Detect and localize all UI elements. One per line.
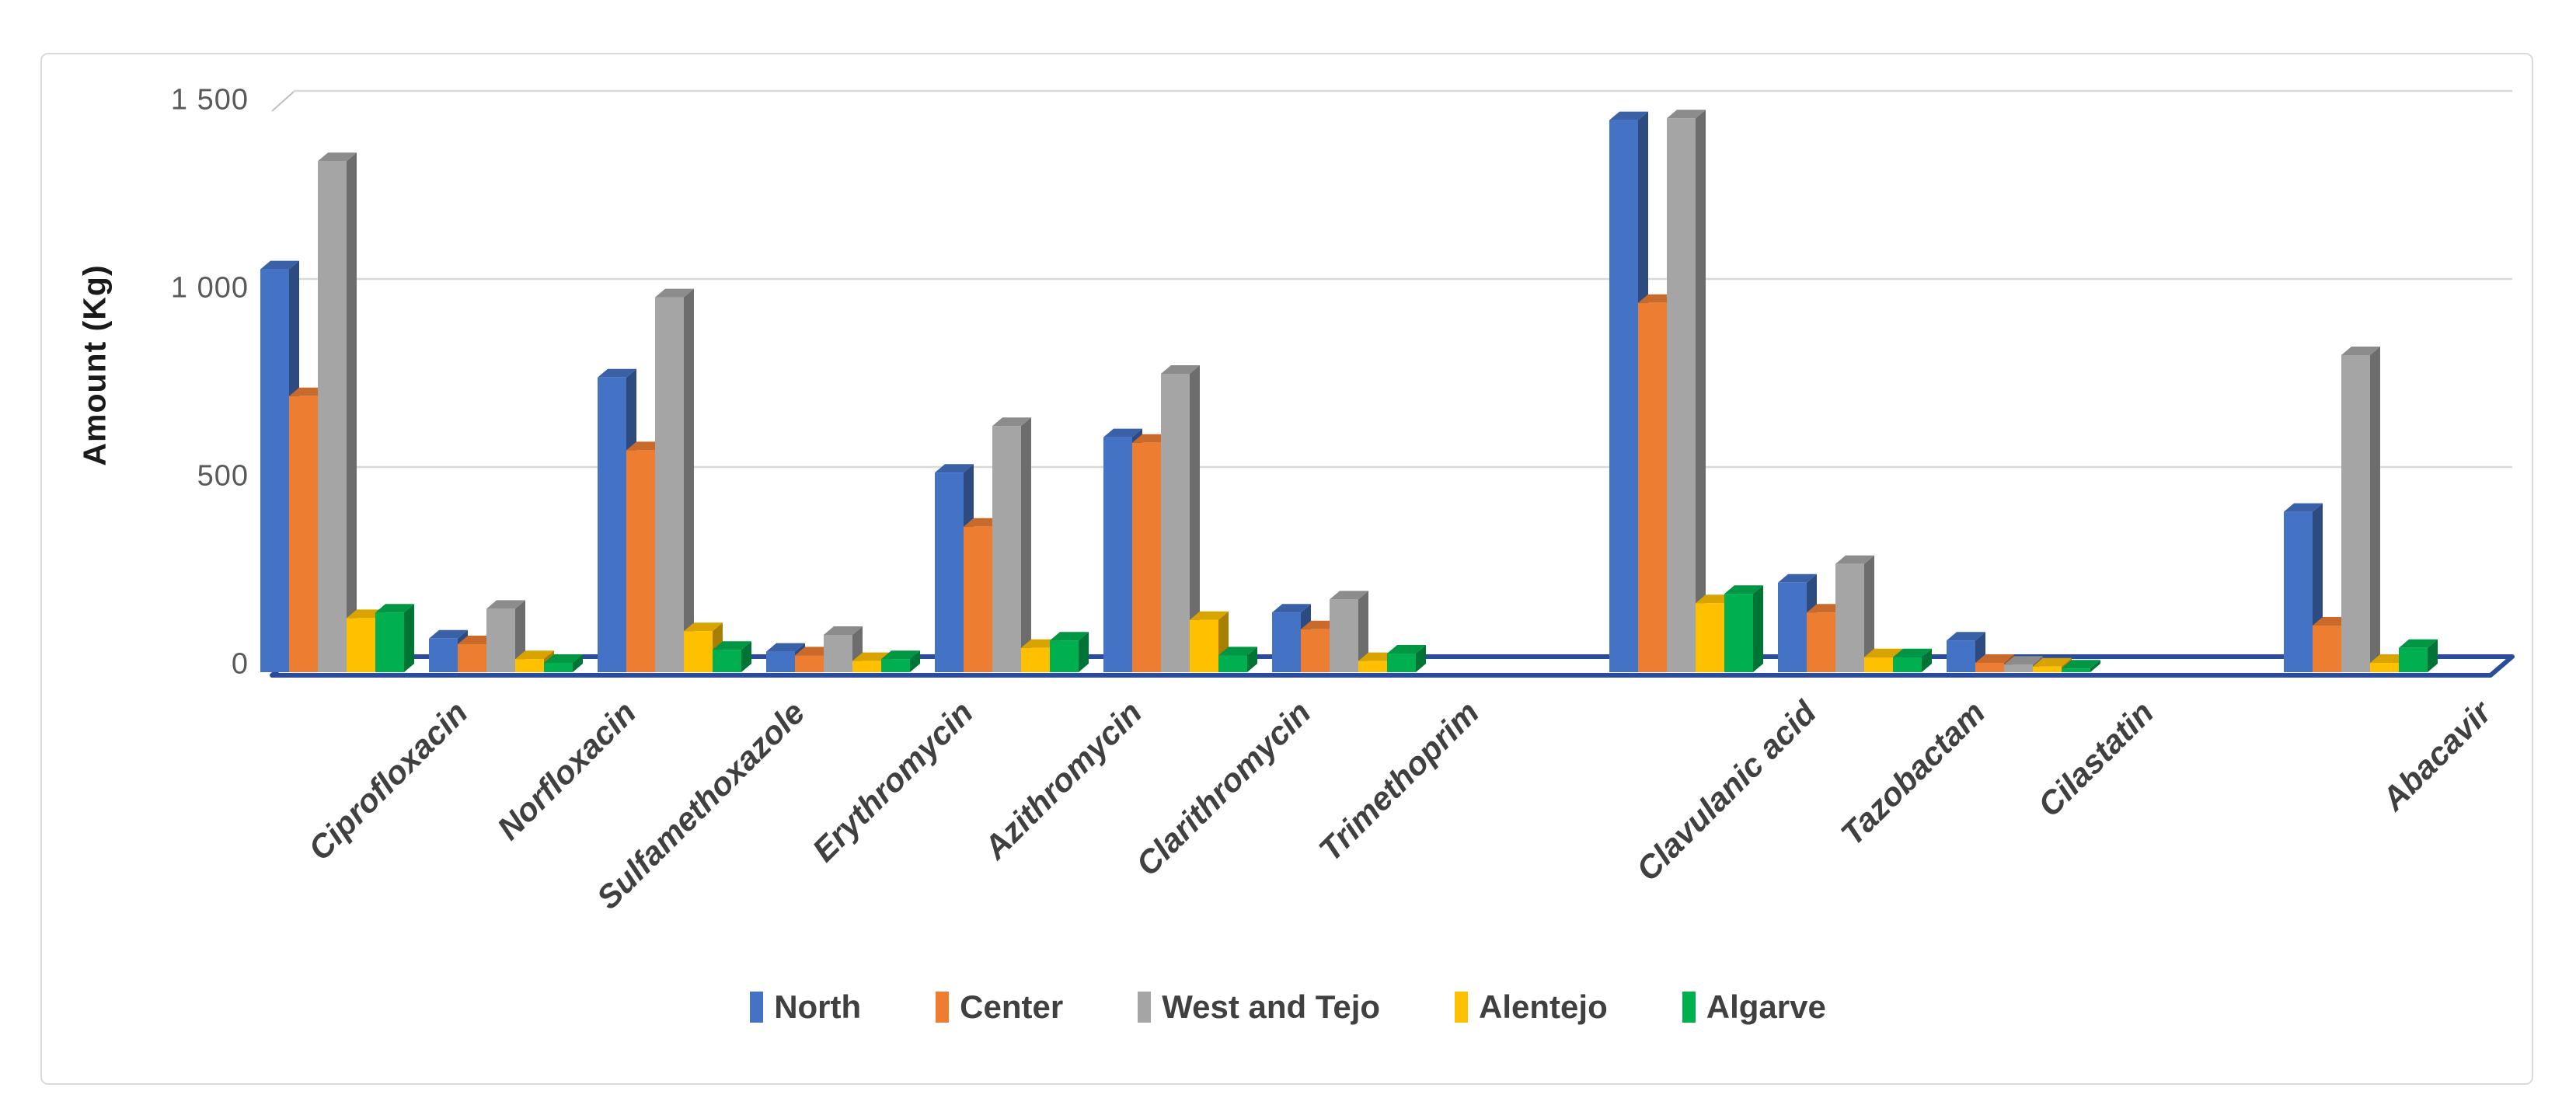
bar-west-and-tejo-ciprofloxacin	[318, 152, 357, 672]
chart-legend: North Center West and Tejo Alentejo Algarve	[0, 988, 2576, 1026]
bar-algarve-clavulanic-acid	[1724, 585, 1763, 672]
y-tick-label: 1 500	[170, 83, 249, 117]
legend-label: Center	[960, 988, 1064, 1025]
y-tick-label: 1 000	[170, 271, 249, 305]
bar-west-and-tejo-tazobactam	[1835, 555, 1874, 672]
legend-swatch-icon	[1455, 992, 1469, 1023]
tick-leader	[271, 91, 295, 112]
bar-algarve-azithromycin	[1050, 632, 1089, 672]
legend-item: Algarve	[1682, 988, 1826, 1026]
bar-north-norfloxacin	[429, 629, 468, 672]
y-axis-title: Amount (Kg)	[76, 264, 113, 466]
legend-item: North	[750, 988, 861, 1026]
bar-algarve-abacavir	[2399, 639, 2438, 672]
legend-item: Alentejo	[1455, 988, 1608, 1026]
bar-west-and-tejo-sulfamethoxazole	[655, 288, 694, 672]
bar-west-and-tejo-clavulanic-acid	[1667, 110, 1706, 672]
bar-algarve-norfloxacin	[544, 654, 583, 672]
bar-west-and-tejo-abacavir	[2341, 347, 2380, 672]
bar-west-and-tejo-norfloxacin	[486, 600, 525, 672]
legend-swatch-icon	[936, 992, 950, 1023]
legend-swatch-icon	[750, 992, 764, 1023]
y-tick-label: 0	[231, 647, 249, 681]
bar-algarve-sulfamethoxazole	[713, 641, 751, 672]
bar-algarve-erythromycin	[881, 650, 920, 672]
legend-swatch-icon	[1138, 992, 1152, 1023]
bar-algarve-tazobactam	[1893, 648, 1932, 672]
bar-west-and-tejo-azithromycin	[992, 417, 1031, 672]
bar-algarve-trimethoprim	[1387, 645, 1426, 672]
bar-algarve-clarithromycin	[1218, 647, 1257, 672]
legend-label: West and Tejo	[1162, 988, 1381, 1025]
legend-swatch-icon	[1682, 992, 1696, 1023]
legend-label: Alentejo	[1479, 988, 1608, 1025]
bar-west-and-tejo-trimethoprim	[1330, 591, 1368, 672]
legend-item: Center	[936, 988, 1063, 1026]
bar-west-and-tejo-clarithromycin	[1161, 365, 1200, 672]
legend-label: Algarve	[1706, 988, 1826, 1025]
legend-label: North	[774, 988, 862, 1025]
legend-item: West and Tejo	[1138, 988, 1380, 1026]
chart-area-border	[40, 53, 2533, 1085]
y-tick-label: 500	[197, 459, 249, 493]
bar-algarve-ciprofloxacin	[375, 604, 414, 672]
bar-algarve-cilastatin	[2062, 660, 2100, 672]
